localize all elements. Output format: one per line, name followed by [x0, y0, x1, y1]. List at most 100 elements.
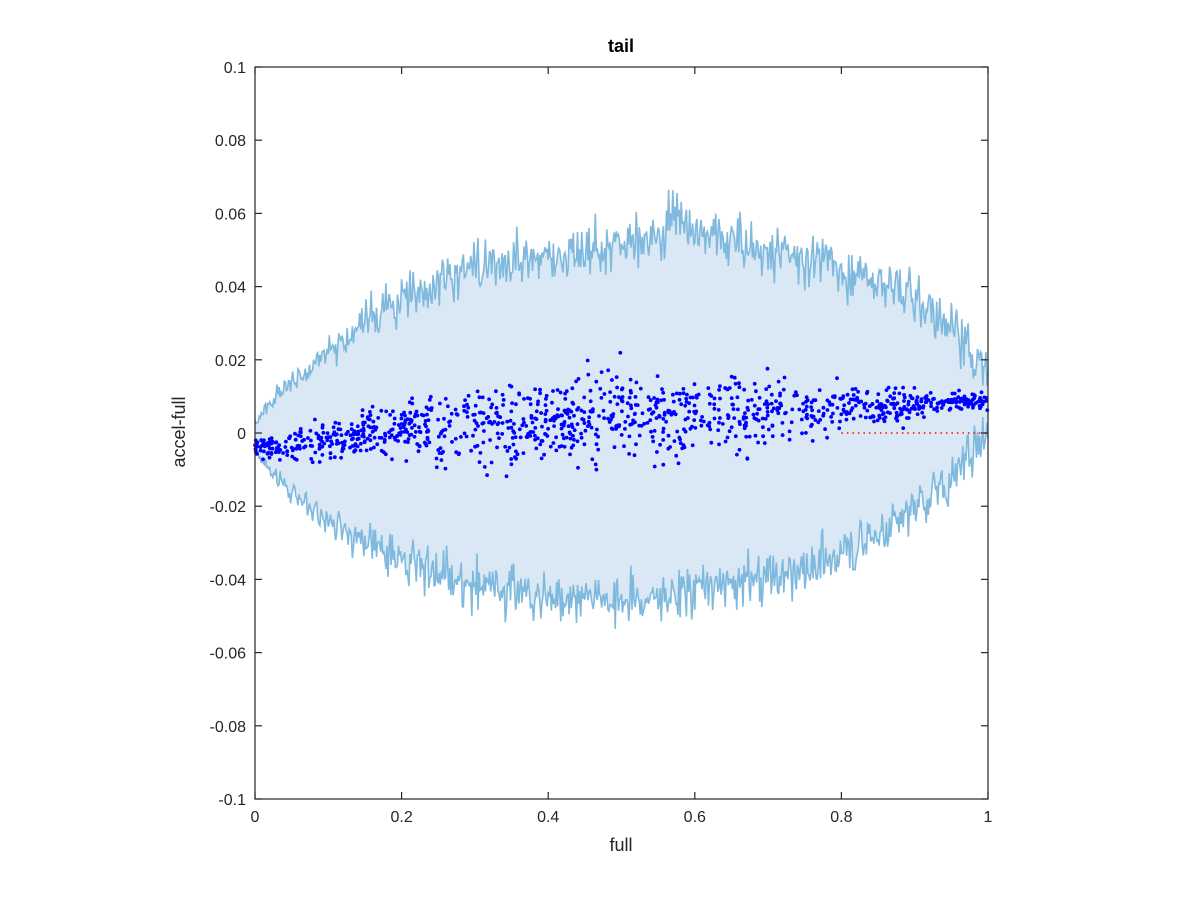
- scatter-point: [696, 392, 701, 397]
- scatter-point: [552, 424, 556, 428]
- scatter-point: [762, 441, 767, 445]
- scatter-point: [569, 445, 574, 450]
- scatter-point: [543, 412, 548, 416]
- scatter-point: [438, 401, 442, 406]
- scatter-point: [886, 385, 891, 390]
- scatter-point: [620, 386, 625, 391]
- scatter-point: [781, 387, 786, 392]
- scatter-point: [489, 460, 494, 465]
- scatter-point: [548, 418, 553, 423]
- scatter-point: [660, 387, 664, 391]
- scatter-point: [465, 402, 469, 407]
- scatter-point: [567, 415, 572, 420]
- scatter-point: [306, 436, 310, 440]
- scatter-point: [857, 400, 861, 405]
- scatter-point: [666, 410, 671, 415]
- scatter-point: [637, 433, 642, 438]
- scatter-point: [462, 404, 466, 409]
- scatter-point: [717, 442, 721, 447]
- scatter-point: [310, 460, 315, 465]
- scatter-point: [570, 386, 575, 391]
- scatter-point: [954, 404, 959, 409]
- scatter-point: [602, 416, 606, 420]
- scatter-point: [984, 396, 989, 400]
- scatter-point: [572, 413, 576, 418]
- scatter-point: [817, 388, 822, 392]
- scatter-point: [316, 436, 321, 441]
- scatter-point: [330, 442, 335, 446]
- scatter-point: [410, 426, 414, 430]
- scatter-point: [874, 405, 879, 410]
- scatter-point: [973, 393, 977, 398]
- scatter-point: [610, 378, 614, 382]
- scatter-point: [712, 402, 717, 407]
- scatter-point: [303, 444, 308, 449]
- scatter-point: [521, 451, 526, 455]
- scatter-point: [426, 418, 431, 422]
- scatter-point: [679, 402, 684, 407]
- scatter-point: [915, 412, 920, 417]
- scatter-point: [629, 403, 633, 408]
- scatter-point: [615, 402, 620, 406]
- scatter-point: [403, 413, 407, 418]
- y-tick-label: 0.1: [224, 60, 246, 77]
- scatter-point: [530, 420, 535, 425]
- scatter-point: [612, 445, 617, 450]
- scatter-point: [789, 420, 794, 425]
- scatter-point: [877, 413, 882, 418]
- y-tick-label: -0.02: [210, 499, 247, 516]
- scatter-point: [635, 403, 640, 407]
- scatter-point: [417, 425, 421, 430]
- scatter-point: [543, 432, 547, 436]
- scatter-point: [901, 385, 905, 390]
- scatter-point: [416, 449, 421, 454]
- scatter-point: [669, 412, 674, 417]
- axes: 0 0.2 0.4 0.6 0.8 1 -0.1 -0.08 -0.06 -0.04 -0.02 0 0…: [210, 60, 993, 826]
- scatter-point: [821, 405, 826, 410]
- scatter-point: [723, 386, 728, 391]
- scatter-point: [277, 443, 282, 448]
- scatter-point: [565, 409, 570, 414]
- scatter-point: [538, 387, 542, 392]
- scatter-point: [496, 421, 501, 425]
- scatter-point: [398, 426, 403, 430]
- scatter-point: [676, 461, 681, 466]
- scatter-point: [984, 399, 988, 403]
- scatter-point: [434, 456, 439, 461]
- scatter-point: [524, 424, 529, 428]
- scatter-point: [813, 398, 818, 403]
- scatter-point: [946, 400, 951, 404]
- scatter-point: [453, 436, 458, 441]
- scatter-point: [716, 408, 721, 412]
- scatter-point: [831, 411, 835, 416]
- scatter-point: [509, 462, 514, 467]
- scatter-point: [538, 391, 542, 396]
- scatter-point: [348, 433, 353, 438]
- scatter-point: [269, 452, 274, 456]
- scatter-point: [718, 384, 722, 388]
- scatter-point: [725, 413, 730, 417]
- scatter-point: [566, 424, 571, 429]
- scatter-point: [868, 415, 872, 420]
- scatter-point: [651, 439, 656, 444]
- scatter-point: [436, 434, 441, 439]
- scatter-point: [348, 445, 352, 450]
- x-tick-label: 1: [984, 809, 993, 826]
- scatter-point: [379, 408, 384, 413]
- scatter-point: [313, 417, 317, 422]
- scatter-point: [707, 420, 712, 425]
- scatter-point: [556, 407, 560, 412]
- scatter-point: [441, 449, 445, 454]
- lower-envelope-line: [254, 417, 989, 629]
- scatter-point: [776, 379, 781, 384]
- y-tick-label: 0: [237, 426, 246, 443]
- scatter-point: [912, 386, 917, 390]
- scatter-point: [534, 417, 539, 421]
- scatter-point: [935, 409, 940, 413]
- scatter-point: [648, 418, 653, 423]
- scatter-point: [804, 399, 808, 404]
- scatter-point: [671, 392, 675, 397]
- scatter-point: [699, 418, 703, 423]
- scatter-point: [871, 414, 876, 419]
- scatter-point: [298, 446, 302, 451]
